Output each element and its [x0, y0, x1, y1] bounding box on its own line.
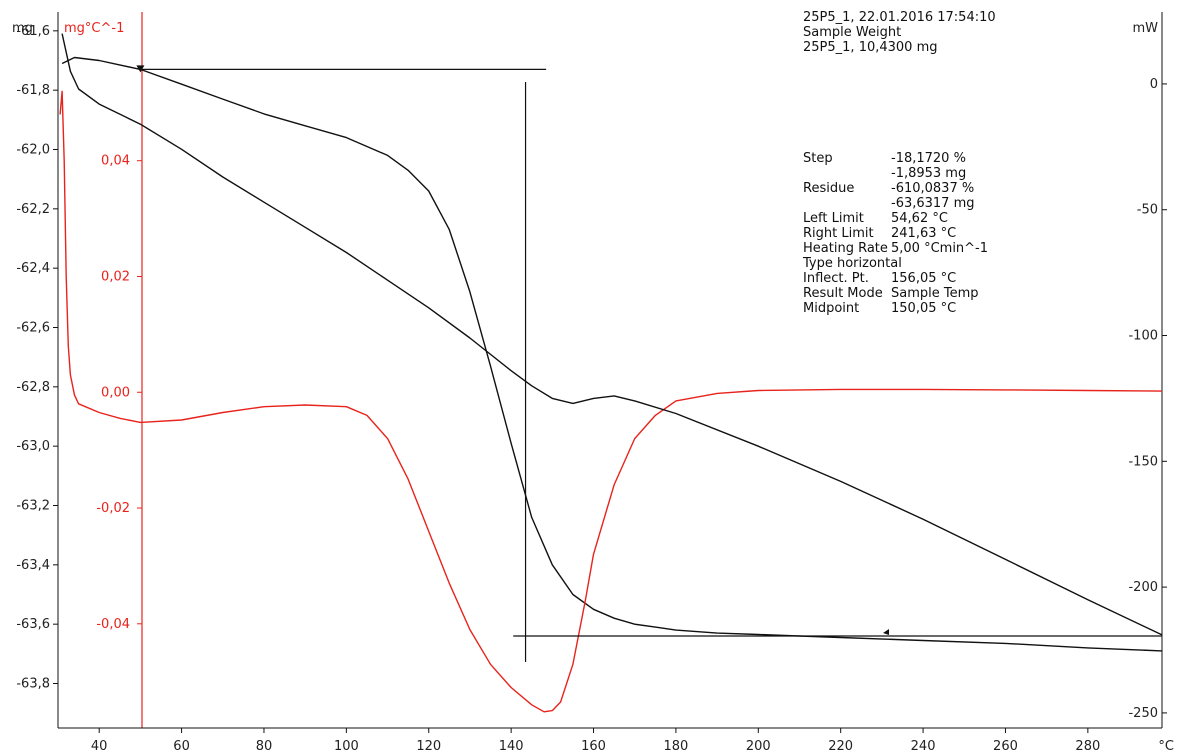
y-axis-unit-dtg: mg°C^-1	[64, 21, 124, 36]
result-row: Right Limit 241,63 °C	[803, 226, 1033, 241]
y-tick-label-dtg: 0,04	[101, 154, 130, 169]
series-line-tg	[61, 56, 1163, 652]
x-tick-label: 40	[91, 739, 108, 754]
y-tick-label-mg: -62,4	[16, 261, 50, 276]
y-tick-label-mg: -62,8	[16, 380, 50, 395]
x-tick-label: 120	[416, 739, 441, 754]
result-label: Heating Rate	[803, 241, 888, 256]
y-tick-label-mg: -63,0	[16, 439, 50, 454]
result-value: -63,6317 mg	[891, 196, 975, 211]
x-tick-label: 100	[334, 739, 359, 754]
x-tick-label: 180	[663, 739, 688, 754]
result-value: 54,62 °C	[891, 211, 948, 226]
y-axis-unit-mw: mW	[1132, 21, 1158, 36]
y-tick-label-mg: -63,8	[16, 677, 50, 692]
result-value: Sample Temp	[891, 286, 979, 301]
result-label: Type horizontal	[803, 256, 902, 271]
result-label: Left Limit	[803, 211, 864, 226]
plot-area	[59, 33, 1163, 713]
header-line-3: 25P5_1, 10,4300 mg	[803, 40, 938, 55]
result-row: Inflect. Pt. 156,05 °C	[803, 271, 1033, 286]
y-tick-label-mw: -150	[1128, 454, 1158, 469]
x-tick-label: 160	[581, 739, 606, 754]
result-label	[803, 196, 891, 211]
y-tick-label-mg: -62,6	[16, 321, 50, 336]
result-value: 156,05 °C	[891, 271, 957, 286]
y-tick-label-mg: -61,8	[16, 83, 50, 98]
series-line-dtg	[59, 90, 1163, 713]
result-label: Result Mode	[803, 286, 883, 301]
y-axis-unit-mg: mg	[12, 21, 33, 36]
result-row: Heating Rate 5,00 °Cmin^-1	[803, 241, 1033, 256]
chart-axes: -61,6 -61,8 -62,0 -62,2 -62,4 -62,6 -62,8 -63,0…	[12, 12, 1174, 754]
result-value: 241,63 °C	[891, 226, 957, 241]
y-tick-label-mw: -100	[1128, 329, 1158, 344]
x-axis-unit: °C	[1158, 739, 1174, 754]
x-tick-label: 280	[1075, 739, 1100, 754]
x-tick-label: 140	[499, 739, 524, 754]
header-line-2: Sample Weight	[803, 25, 902, 40]
y-tick-label-mg: -62,0	[16, 143, 50, 158]
result-value: -1,8953 mg	[891, 166, 967, 181]
x-tick-label: 60	[173, 739, 190, 754]
left-limit-marker	[136, 65, 145, 73]
result-label	[803, 166, 891, 181]
result-value: -610,0837 %	[891, 181, 975, 196]
result-label: Step	[803, 151, 833, 166]
result-value: 150,05 °C	[891, 301, 957, 316]
y-tick-label-mg: -63,2	[16, 499, 50, 514]
x-tick-label: 200	[746, 739, 771, 754]
result-row: Residue -610,0837 %	[803, 181, 1033, 196]
result-label: Right Limit	[803, 226, 874, 241]
y-tick-label-dtg: -0,04	[96, 617, 130, 632]
header-line-1: 25P5_1, 22.01.2016 17:54:10	[803, 10, 996, 25]
series-line-dsc	[61, 33, 1163, 636]
y-tick-label-mw: -250	[1128, 706, 1158, 721]
step-results: Step -18,1720 % -1,8953 mg Residue -610,08…	[803, 151, 1033, 316]
y-tick-label-mg: -63,6	[16, 617, 50, 632]
result-label: Midpoint	[803, 301, 860, 316]
y-tick-label-dtg: 0,00	[101, 385, 130, 400]
result-row: Result Mode Sample Temp	[803, 286, 1033, 301]
y-tick-label-mg: -63,4	[16, 558, 50, 573]
result-label: Residue	[803, 181, 855, 196]
x-tick-label: 240	[911, 739, 936, 754]
x-tick-label: 260	[993, 739, 1018, 754]
y-tick-label-mw: 0	[1150, 77, 1158, 92]
result-value: 5,00 °Cmin^-1	[891, 241, 989, 256]
y-tick-label-mg: -61,6	[16, 24, 50, 39]
y-tick-label-mw: -200	[1128, 580, 1158, 595]
result-row: Midpoint 150,05 °C	[803, 301, 1033, 316]
measurement-header: 25P5_1, 22.01.2016 17:54:10 Sample Weigh…	[803, 10, 996, 55]
y-tick-label-dtg: 0,02	[101, 269, 130, 284]
result-row: -63,6317 mg	[803, 196, 1033, 211]
y-tick-label-mg: -62,2	[16, 202, 50, 217]
y-tick-label-mw: -50	[1137, 203, 1158, 218]
x-tick-label: 80	[256, 739, 273, 754]
result-row: Step -18,1720 %	[803, 151, 1033, 166]
result-value: -18,1720 %	[891, 151, 966, 166]
result-row: Type horizontal	[803, 256, 1033, 271]
result-row: -1,8953 mg	[803, 166, 1033, 181]
right-limit-marker	[883, 629, 889, 636]
x-tick-label: 220	[828, 739, 853, 754]
y-tick-label-dtg: -0,02	[96, 501, 130, 516]
result-row: Left Limit 54,62 °C	[803, 211, 1033, 226]
result-label: Inflect. Pt.	[803, 271, 869, 286]
